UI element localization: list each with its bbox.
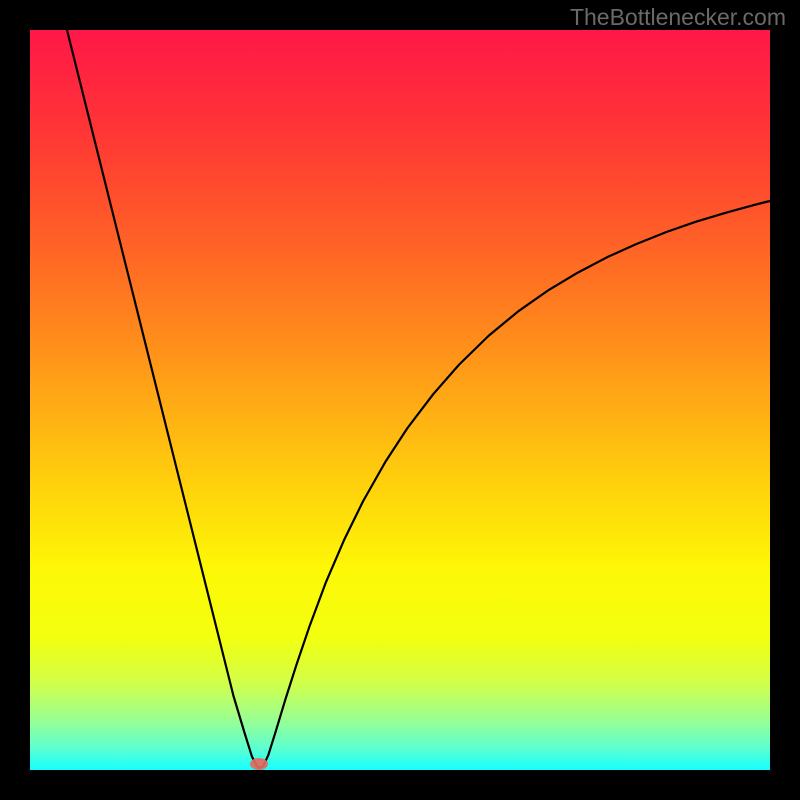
plot-svg (30, 30, 770, 770)
watermark-text: TheBottlenecker.com (570, 4, 786, 31)
chart-container: TheBottlenecker.com (0, 0, 800, 800)
bottleneck-curve (67, 30, 770, 768)
plot-area (30, 30, 770, 770)
